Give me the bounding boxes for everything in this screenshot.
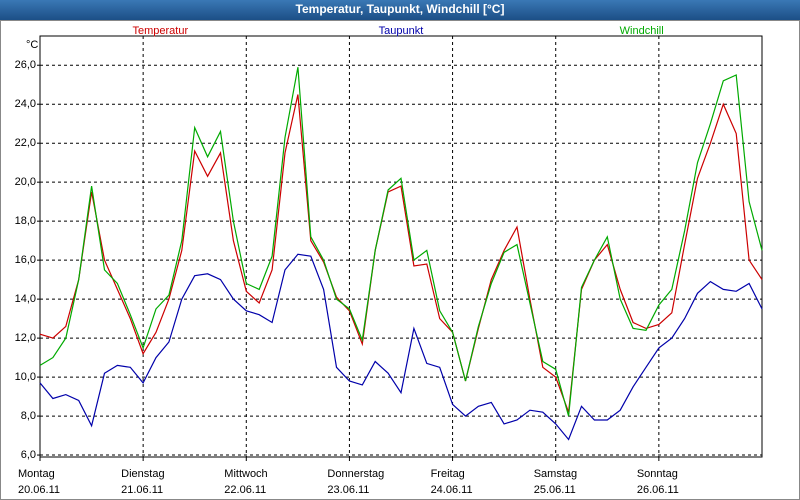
legend-entry: Windchill	[620, 25, 664, 37]
y-tick-label: 12,0	[15, 332, 36, 344]
x-tick-label: Mittwoch	[224, 468, 267, 480]
plot-area	[39, 35, 763, 458]
series-line	[39, 253, 763, 441]
x-tick-date: 24.06.11	[431, 484, 473, 496]
y-tick-label: 14,0	[15, 293, 36, 305]
x-tick-date: 25.06.11	[534, 484, 576, 496]
y-tick-label: 22,0	[15, 137, 36, 149]
y-tick-label: 26,0	[15, 59, 36, 71]
y-tick-label: 24,0	[15, 98, 36, 110]
y-tick-label: 18,0	[15, 215, 36, 227]
y-tick-label: 16,0	[15, 254, 36, 266]
x-tick-date: 23.06.11	[327, 484, 369, 496]
y-tick-label: 10,0	[15, 371, 36, 383]
y-unit: °C	[26, 39, 38, 51]
x-tick-label: Montag	[18, 468, 55, 480]
legend-entry: Taupunkt	[379, 25, 424, 37]
x-tick-label: Dienstag	[121, 468, 164, 480]
x-tick-date: 21.06.11	[121, 484, 163, 496]
x-tick-date: 22.06.11	[224, 484, 266, 496]
title-bar	[0, 0, 800, 20]
chart-title: Temperatur, Taupunkt, Windchill [°C]	[296, 2, 505, 16]
x-tick-label: Sonntag	[637, 468, 678, 480]
y-tick-label: 20,0	[15, 176, 36, 188]
legend-entry: Temperatur	[133, 25, 189, 37]
x-tick-label: Freitag	[431, 468, 465, 480]
x-tick-label: Samstag	[534, 468, 577, 480]
y-tick-label: 6,0	[21, 449, 36, 461]
series-line	[39, 94, 763, 413]
x-tick-date: 26.06.11	[637, 484, 679, 496]
x-tick-label: Donnerstag	[327, 468, 384, 480]
y-tick-label: 8,0	[21, 410, 36, 422]
x-tick-date: 20.06.11	[18, 484, 60, 496]
series-line	[39, 67, 763, 417]
